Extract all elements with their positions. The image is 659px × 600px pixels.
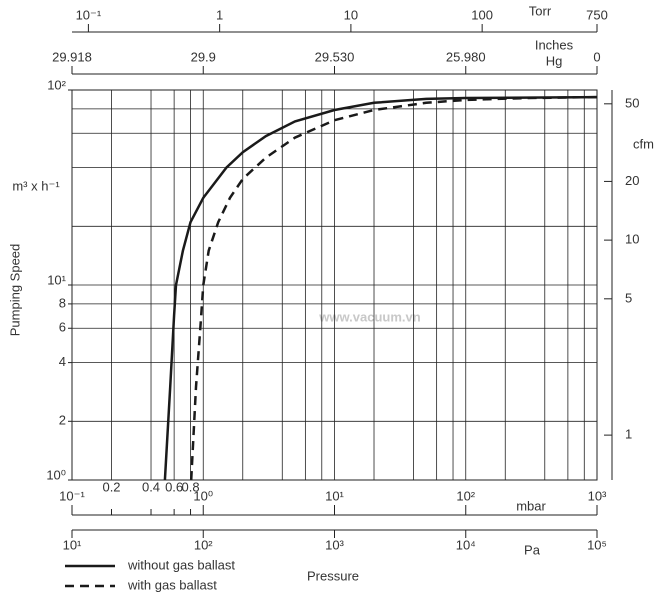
y-tick-label: 4 (59, 354, 66, 369)
pa-tick-label: 10¹ (63, 537, 82, 552)
pa-tick-label: 10⁵ (587, 537, 607, 552)
inhg-unit: Hg (546, 53, 563, 68)
legend-label: without gas ballast (127, 557, 235, 572)
y-tick-label: 10⁰ (46, 467, 66, 482)
x-unit: mbar (516, 498, 546, 513)
series-line (163, 95, 598, 481)
y2-unit: cfm (633, 136, 654, 151)
x-tick-label: 10² (456, 488, 475, 503)
y-tick-label: 10² (47, 77, 66, 92)
watermark: www.vacuum.vn (318, 309, 420, 324)
y-tick-label: 6 (59, 320, 66, 335)
inhg-unit: Inches (535, 37, 574, 52)
x-tick-label: 10⁰ (193, 488, 213, 503)
series-line (189, 95, 598, 481)
y-unit: m³ x h⁻¹ (12, 178, 60, 193)
pa-tick-label: 10³ (325, 537, 344, 552)
x-tick-label: 0.2 (102, 479, 120, 494)
x-tick-label: 0.8 (181, 479, 199, 494)
x-tick-label: 0.6 (165, 479, 183, 494)
y2-tick-label: 1 (625, 427, 632, 442)
x-tick-label: 10³ (588, 488, 607, 503)
torr-tick-label: 100 (471, 7, 493, 22)
x-axis-label: Pressure (307, 568, 359, 583)
y2-tick-label: 10 (625, 232, 639, 247)
y2-tick-label: 5 (625, 290, 632, 305)
inhg-tick-label: 29.918 (52, 49, 92, 64)
torr-tick-label: 1 (216, 7, 223, 22)
y-axis-label: Pumping Speed (7, 244, 22, 337)
torr-tick-label: 10 (344, 7, 358, 22)
y2-tick-label: 20 (625, 173, 639, 188)
legend-label: with gas ballast (127, 577, 217, 592)
y-tick-label: 10¹ (47, 272, 66, 287)
pa-unit: Pa (524, 542, 541, 557)
pa-tick-label: 10⁴ (456, 537, 476, 552)
x-tick-label: 10¹ (325, 488, 344, 503)
x-tick-label: 10⁻¹ (59, 488, 85, 503)
pa-tick-label: 10² (194, 537, 213, 552)
y2-tick-label: 50 (625, 95, 639, 110)
inhg-tick-label: 29.530 (315, 49, 355, 64)
torr-tick-label: 750 (586, 7, 608, 22)
inhg-tick-label: 29.9 (191, 49, 216, 64)
inhg-tick-label: 25.980 (446, 49, 486, 64)
y-tick-label: 8 (59, 295, 66, 310)
torr-unit: Torr (529, 3, 552, 18)
y-tick-label: 2 (59, 413, 66, 428)
x-tick-label: 0.4 (142, 479, 160, 494)
inhg-tick-label: 0 (593, 49, 600, 64)
torr-tick-label: 10⁻¹ (76, 7, 102, 22)
